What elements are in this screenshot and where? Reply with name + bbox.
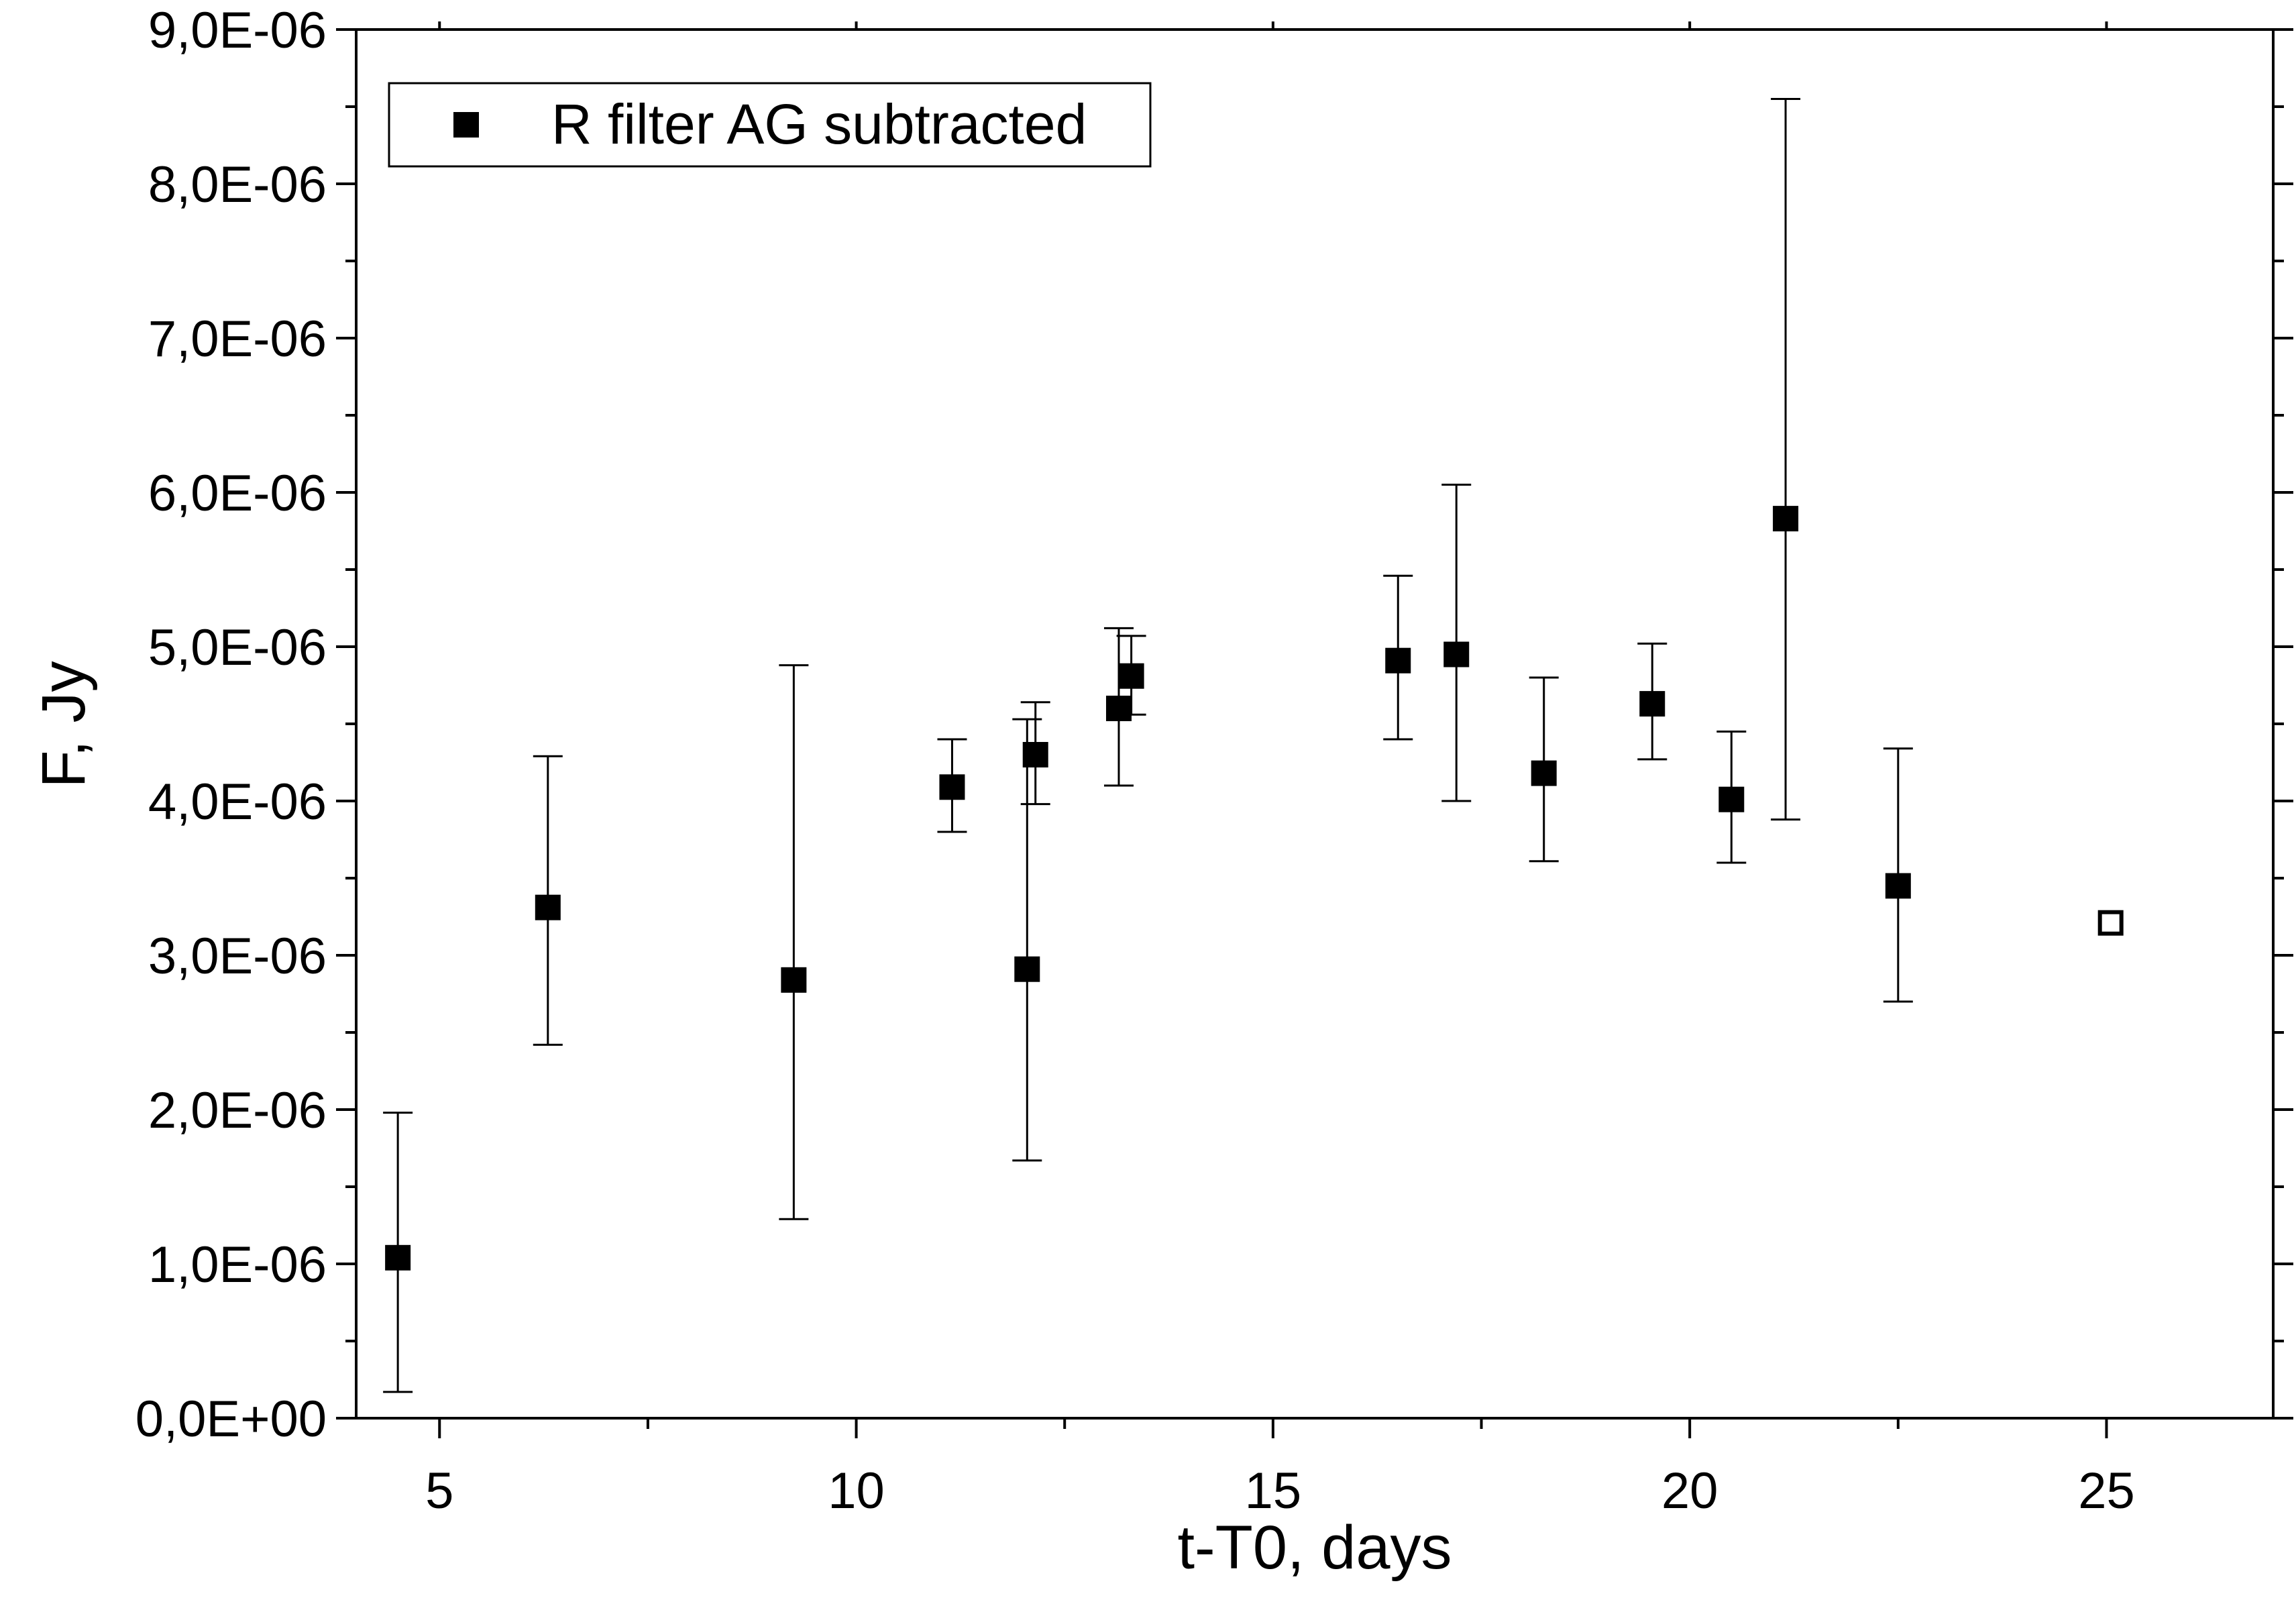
y-tick-label: 5,0E-06 [148,619,327,676]
legend-label: R filter AG subtracted [551,93,1087,156]
data-point [1773,506,1799,532]
legend-marker-filled-square [453,112,479,138]
data-point [1385,647,1411,674]
y-tick-label: 2,0E-06 [148,1082,327,1139]
y-tick-label: 8,0E-06 [148,156,327,213]
x-tick-label: 10 [828,1462,885,1519]
data-point [1105,696,1132,721]
legend: R filter AG subtracted [388,82,1152,168]
y-axis-title: F, Jy [30,661,98,788]
y-tick-label: 3,0E-06 [148,928,327,985]
x-axis-title: t-T0, days [1177,1513,1452,1582]
data-point [535,894,561,920]
data-point [1118,663,1144,689]
data-point [1022,742,1048,767]
data-point [1885,873,1911,899]
data-point [1718,786,1745,812]
plot-frame [355,28,2275,1420]
y-tick-label: 7,0E-06 [148,311,327,368]
data-point [781,967,807,993]
y-tick-label: 6,0E-06 [148,465,327,522]
y-tick-label: 0,0E+00 [135,1391,327,1448]
x-tick-label: 15 [1245,1462,1302,1519]
y-tick-label: 4,0E-06 [148,773,327,831]
data-point [385,1244,411,1271]
data-point-open [2097,910,2124,936]
data-point [1639,691,1665,717]
data-point [1014,956,1040,982]
x-tick-label: 25 [2078,1462,2135,1519]
x-tick-label: 5 [425,1462,453,1519]
legend-box [388,82,1152,168]
data-point [1531,760,1557,786]
y-tick-label: 1,0E-06 [148,1236,327,1293]
x-tick-label: 20 [1661,1462,1718,1519]
data-point [1443,641,1470,667]
y-tick-label: 9,0E-06 [148,2,327,59]
data-point [939,774,965,800]
